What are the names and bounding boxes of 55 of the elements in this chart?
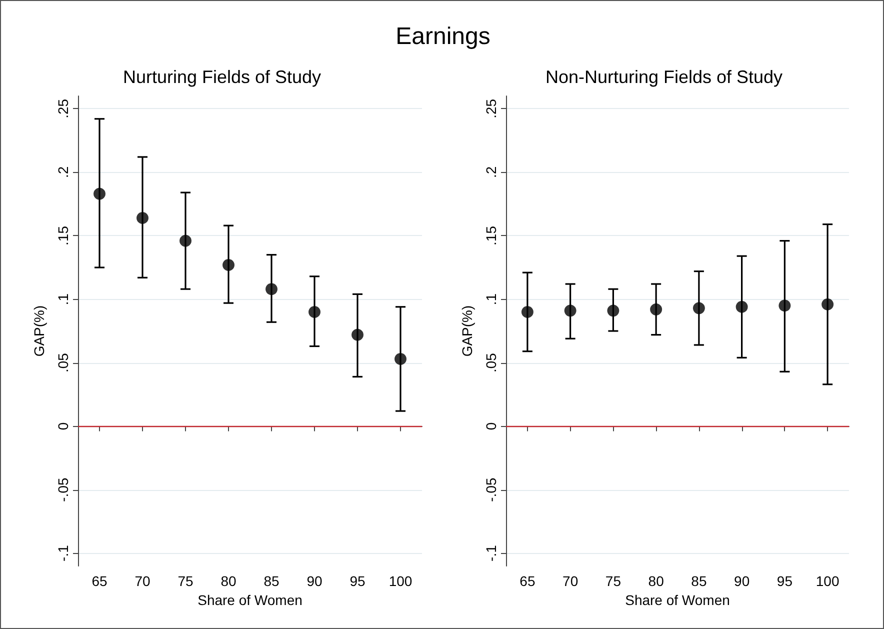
point — [222, 258, 234, 271]
point — [136, 212, 148, 224]
x-tick-label: 70 — [134, 573, 150, 589]
point — [778, 300, 791, 312]
chart-subtitle: Nurturing Fields of Study — [122, 67, 322, 87]
y-tick-label: .2 — [55, 166, 71, 178]
y-tick-label: .25 — [55, 98, 71, 118]
point — [308, 306, 320, 318]
x-tick-label: 95 — [776, 573, 793, 589]
x-tick-label: 65 — [520, 573, 536, 589]
point — [352, 328, 364, 341]
point — [521, 306, 534, 318]
y-tick-label: .15 — [483, 226, 499, 246]
chart-title: Earnings — [394, 23, 492, 51]
x-axis-title: Share of Women — [198, 592, 302, 608]
chart-title: Non-Nurturing Fields of Study — [545, 67, 783, 87]
point — [692, 302, 705, 314]
x-tick-label: 80 — [220, 573, 236, 589]
point — [394, 352, 406, 365]
x-tick-label: 90 — [306, 573, 322, 589]
point — [94, 188, 106, 200]
y-tick-label: .15 — [55, 226, 71, 246]
x-tick-label: 100 — [388, 573, 412, 589]
point — [607, 304, 620, 317]
point — [180, 234, 192, 247]
point — [736, 300, 748, 313]
y-tick-label: -.05 — [483, 478, 499, 502]
x-tick-label: 65 — [92, 573, 108, 589]
y-tick-label: -.05 — [55, 478, 71, 502]
x-tick-label: 100 — [816, 573, 840, 589]
y-axis-title: GAP(%) — [459, 305, 475, 357]
point — [266, 283, 278, 296]
y-tick-label: .25 — [483, 98, 499, 118]
y-tick-label: .2 — [483, 166, 499, 178]
y-tick-label: .05 — [483, 352, 499, 372]
x-axis-title: Share of Women — [625, 592, 730, 608]
y-tick-label: 0 — [55, 422, 71, 430]
y-tick-label: 0 — [483, 422, 499, 430]
point — [564, 304, 576, 317]
x-tick-label: 70 — [562, 573, 578, 589]
point — [650, 303, 662, 316]
x-tick-label: 75 — [605, 573, 622, 589]
x-tick-label: 85 — [691, 573, 707, 589]
y-axis-title: GAP(%) — [31, 305, 47, 357]
x-tick-label: 95 — [350, 573, 366, 589]
x-tick-label: 80 — [648, 573, 664, 589]
y-tick-label: -.1 — [55, 544, 71, 562]
y-tick-label: .1 — [55, 293, 71, 306]
y-tick-label: .05 — [55, 352, 71, 372]
x-tick-label: 85 — [264, 573, 280, 589]
x-tick-label: 75 — [178, 573, 194, 589]
point — [822, 298, 834, 310]
y-tick-label: .1 — [483, 293, 499, 306]
y-tick-label: -.1 — [483, 544, 499, 562]
x-tick-label: 90 — [734, 573, 750, 589]
